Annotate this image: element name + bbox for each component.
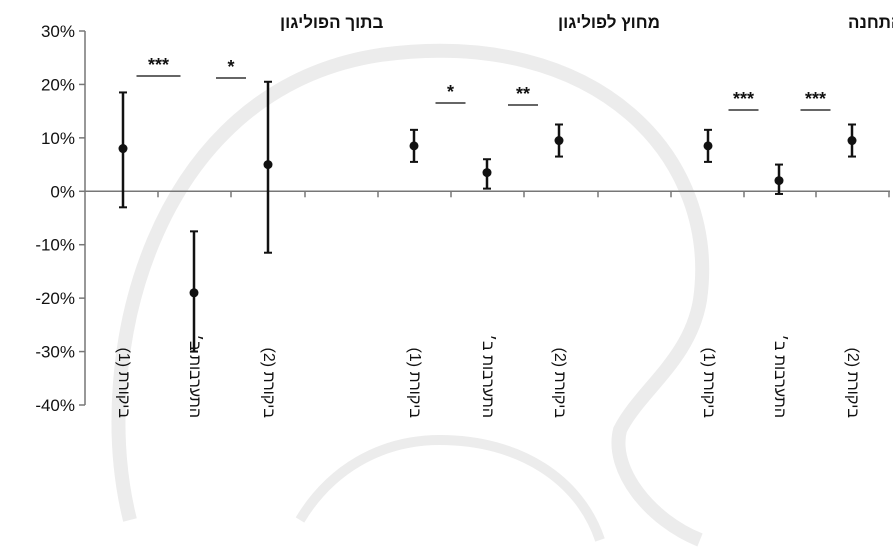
category-label: ביקורת (2) (551, 348, 568, 419)
significance-label: *** (733, 89, 754, 109)
group-title: כלל התחנה (848, 13, 893, 32)
significance-label: ** (516, 84, 530, 104)
category-label: ביקורת (1) (115, 348, 132, 419)
watermark (111, 43, 710, 547)
y-tick-label: -10% (35, 236, 75, 255)
y-tick-label: -40% (35, 396, 75, 415)
data-point (263, 160, 273, 170)
data-point (409, 141, 419, 151)
category-label: התערבות ב׳ (771, 335, 788, 418)
category-label: ביקורת (2) (844, 348, 861, 419)
y-tick-label: -20% (35, 289, 75, 308)
category-label: ביקורת (2) (260, 348, 277, 419)
data-point (703, 141, 713, 151)
y-tick-label: 0% (50, 182, 75, 201)
data-point (118, 144, 128, 154)
category-label: התערבות ב׳ (186, 335, 203, 418)
group-title: בתוך הפוליגון (280, 13, 383, 32)
significance-label: *** (148, 55, 169, 75)
y-tick-label: 30% (41, 22, 75, 41)
category-label: התערבות ב׳ (479, 335, 496, 418)
data-point (847, 136, 857, 146)
data-point (554, 136, 564, 146)
y-tick-label: 10% (41, 129, 75, 148)
y-tick-label: 20% (41, 75, 75, 94)
category-label: ביקורת (1) (406, 348, 423, 419)
significance-label: * (447, 82, 454, 102)
data-point (189, 288, 199, 298)
significance-label: * (227, 57, 234, 77)
significance-label: *** (805, 89, 826, 109)
category-label: ביקורת (1) (700, 348, 717, 419)
y-tick-label: -30% (35, 343, 75, 362)
data-point (482, 168, 492, 178)
group-title: מחוץ לפוליגון (558, 13, 660, 32)
data-point (774, 176, 784, 186)
